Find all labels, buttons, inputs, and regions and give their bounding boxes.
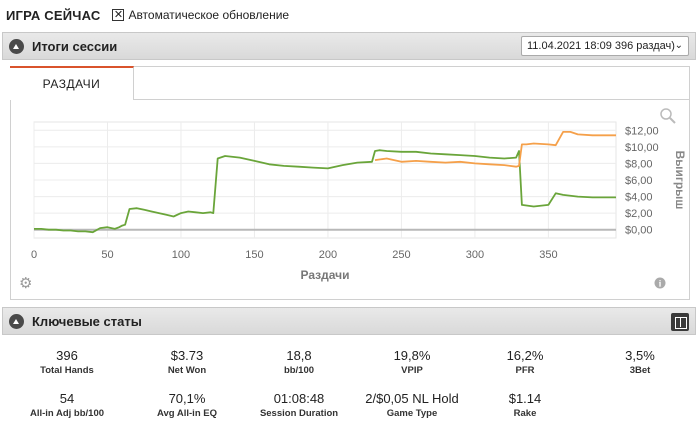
key-stats-header: Ключевые статы xyxy=(2,307,696,335)
stat-label: Session Duration xyxy=(259,408,339,419)
tab-divider xyxy=(134,99,690,100)
y-tick-label: $0,00 xyxy=(625,225,653,237)
stat-label: Net Won xyxy=(167,365,207,376)
y-tick-label: $6,00 xyxy=(625,175,653,187)
stat-avg-allin-eq: 70,1% Avg All-in EQ xyxy=(132,391,242,419)
x-tick-label: 350 xyxy=(539,249,557,261)
stat-label: Total Hands xyxy=(40,365,94,376)
collapse-icon[interactable] xyxy=(9,38,24,54)
stat-game-type: 2/$0,05 NL Hold Game Type xyxy=(357,391,467,419)
page-title: ИГРА СЕЙЧАС xyxy=(6,7,101,23)
stat-value: 16,2% xyxy=(506,348,544,363)
stat-label: 3Bet xyxy=(629,365,651,376)
stat-value: 19,8% xyxy=(393,348,431,363)
stat-pfr: 16,2% PFR xyxy=(470,348,580,376)
y-tick-label: $12,00 xyxy=(625,125,659,137)
session-summary-header: Итоги сессии 11.04.2021 18:09 396 раздач… xyxy=(2,32,696,60)
x-tick-label: 150 xyxy=(245,249,263,261)
winnings-chart: 0 50 100 150 200 250 300 350 $0,00 $2,00 $4,00 $6,0… xyxy=(10,100,690,300)
collapse-icon[interactable] xyxy=(9,313,24,329)
stat-net-won: $3.73 Net Won xyxy=(132,348,242,376)
session-select-value: 11.04.2021 18:09 396 раздач) xyxy=(527,40,675,52)
stat-label: All-in Adj bb/100 xyxy=(29,408,105,419)
stat-value: 01:08:48 xyxy=(273,391,325,406)
stat-label: Avg All-in EQ xyxy=(157,408,217,419)
stat-label: Rake xyxy=(513,408,537,419)
x-tick-label: 300 xyxy=(466,249,484,261)
x-tick-label: 100 xyxy=(172,249,190,261)
stat-value: 54 xyxy=(59,391,75,406)
series-line-orange xyxy=(374,130,616,168)
chevron-down-icon: ⌄ xyxy=(674,40,683,51)
stat-label: bb/100 xyxy=(283,365,315,376)
stat-value: 396 xyxy=(56,348,78,363)
stat-3bet: 3,5% 3Bet xyxy=(585,348,695,376)
top-bar: ИГРА СЕЙЧАС ✕ Автоматическое обновление xyxy=(0,0,700,30)
stat-session-duration: 01:08:48 Session Duration xyxy=(244,391,354,419)
zoom-icon xyxy=(660,108,672,120)
info-icon-glyph: i xyxy=(659,279,662,289)
key-stats-body: 396 Total Hands $3.73 Net Won 18,8 bb/10… xyxy=(2,336,696,432)
stat-label: PFR xyxy=(515,365,535,376)
stat-rake: $1.14 Rake xyxy=(470,391,580,419)
stat-value: $1.14 xyxy=(508,391,542,406)
x-tick-label: 50 xyxy=(101,249,113,261)
info-icon xyxy=(654,277,666,289)
tab-hands[interactable]: РАЗДАЧИ xyxy=(10,66,134,100)
stat-value: $3.73 xyxy=(170,348,204,363)
y-tick-label: $8,00 xyxy=(625,158,653,170)
y-axis-label: Выигрыш xyxy=(673,151,687,210)
stat-total-hands: 396 Total Hands xyxy=(12,348,122,376)
x-tick-label: 200 xyxy=(319,249,337,261)
stat-value: 2/$0,05 NL Hold xyxy=(365,391,459,406)
stat-vpip: 19,8% VPIP xyxy=(357,348,467,376)
auto-update-label: Автоматическое обновление xyxy=(128,8,290,22)
series-line-green xyxy=(34,149,616,234)
layout-toggle-icon[interactable] xyxy=(671,313,689,331)
stat-label: Game Type xyxy=(386,408,438,419)
stat-value: 18,8 xyxy=(286,348,312,363)
x-tick-label: 0 xyxy=(31,249,37,261)
x-tick-label: 250 xyxy=(392,249,410,261)
x-axis-label: Раздачи xyxy=(301,268,350,282)
y-tick-label: $2,00 xyxy=(625,208,653,220)
y-tick-label: $10,00 xyxy=(625,142,659,154)
session-summary-title: Итоги сессии xyxy=(32,38,118,54)
stat-label: VPIP xyxy=(401,365,423,376)
stat-allin-adj: 54 All-in Adj bb/100 xyxy=(12,391,122,419)
gear-icon: ⚙ xyxy=(19,274,32,292)
zoom-icon-handle xyxy=(669,117,676,124)
key-stats-title: Ключевые статы xyxy=(32,313,142,329)
tab-hands-label: РАЗДАЧИ xyxy=(42,77,101,91)
stat-bb100: 18,8 bb/100 xyxy=(244,348,354,376)
chart-svg: 0 50 100 150 200 250 300 350 $0,00 $2,00 $4,00 $6,0… xyxy=(19,108,687,292)
stat-value: 3,5% xyxy=(625,348,655,363)
session-select[interactable]: 11.04.2021 18:09 396 раздач) ⌄ xyxy=(521,36,689,56)
auto-update-checkbox[interactable]: ✕ xyxy=(112,9,125,21)
y-tick-label: $4,00 xyxy=(625,192,653,204)
stat-value: 70,1% xyxy=(168,391,206,406)
